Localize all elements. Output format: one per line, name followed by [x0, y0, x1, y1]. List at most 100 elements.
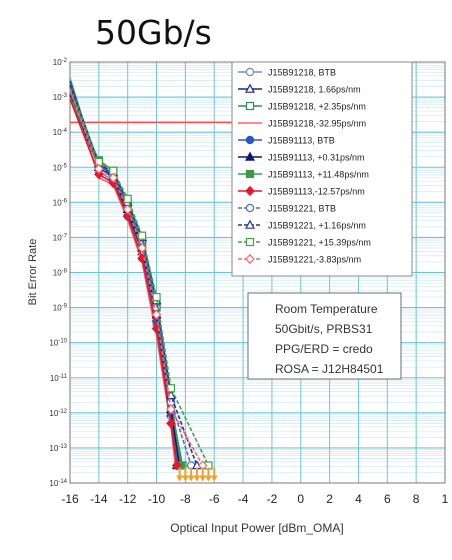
legend-swatch-marker — [245, 135, 255, 145]
series-7 — [69, 98, 182, 471]
legend-swatch-marker — [245, 253, 255, 265]
legend-swatch-marker — [245, 185, 255, 197]
x-tick-label: -12 — [119, 492, 137, 506]
series-layer — [69, 77, 213, 471]
legend-swatch-marker — [245, 169, 255, 179]
legend-swatch-marker — [244, 83, 256, 93]
series-marker — [123, 194, 132, 203]
y-tick-label: 10-11 — [50, 374, 68, 383]
x-axis-ticks: -16 -14 -12 -10 -8 -6 -4 -2 0 2 4 6 8 1 — [61, 492, 448, 506]
legend-swatch-marker — [244, 219, 256, 229]
x-tick-label: -2 — [267, 492, 278, 506]
legend-label: J15B91218, 1.66ps/nm — [268, 85, 361, 95]
y-tick-label: 10-13 — [49, 444, 67, 453]
x-tick-label: -8 — [180, 492, 191, 506]
series-marker — [94, 163, 104, 175]
y-tick-label: 10-5 — [53, 163, 68, 172]
legend-item: J15B91218, +2.35ps/nm — [238, 102, 366, 112]
legend-label: J15B91218,-32.95ps/nm — [268, 119, 366, 129]
series-marker — [166, 404, 176, 415]
x-tick-label: 6 — [384, 492, 391, 506]
series-11 — [69, 89, 208, 471]
error-free-arrow — [210, 467, 218, 482]
series-marker — [108, 172, 119, 183]
y-axis-label: Bit Error Rate — [27, 239, 39, 306]
legend-item: J15B91221, BTB — [238, 204, 336, 214]
y-tick-label: 10-4 — [53, 128, 68, 137]
legend-item: J15B91218,-32.95ps/nm — [238, 119, 366, 129]
y-tick-label: 10-6 — [53, 198, 68, 207]
y-tick-label: 10-8 — [53, 269, 68, 278]
legend-swatch-marker — [245, 101, 255, 111]
series-line — [69, 93, 179, 466]
x-tick-label: 4 — [355, 492, 362, 506]
x-tick-label: 0 — [297, 492, 304, 506]
y-tick-label: 10-10 — [49, 339, 67, 348]
annotation-box: Room Temperature 50Gbit/s, PRBS31 PPG/ER… — [247, 292, 402, 380]
series-marker — [166, 418, 176, 429]
chart-title: 50Gb/s — [95, 13, 212, 52]
legend-swatch-marker — [244, 151, 256, 161]
legend-swatch-marker — [245, 67, 255, 77]
legend-item: J15B91218, BTB — [238, 68, 336, 78]
error-free-arrow — [204, 467, 212, 482]
series-marker — [152, 292, 161, 302]
error-free-arrow — [176, 467, 184, 482]
legend-swatch-marker — [245, 203, 255, 213]
annotation-border — [247, 292, 402, 380]
x-tick-label: -16 — [61, 492, 79, 506]
error-free-arrow — [199, 467, 207, 482]
legend-label: J15B91113,-12.57ps/nm — [268, 187, 365, 197]
y-tick-label: 10-3 — [53, 93, 68, 102]
annotation-line-3: PPG/ERD = credo — [275, 342, 373, 356]
legend-label: J15B91218, +2.35ps/nm — [268, 102, 366, 112]
legend-swatch-marker — [245, 237, 255, 247]
x-tick-label: 2 — [326, 492, 333, 506]
legend-item: J15B91218, 1.66ps/nm — [238, 83, 361, 95]
x-tick-label: -10 — [148, 492, 166, 506]
legend-label: J15B91221,-3.83ps/nm — [268, 255, 361, 265]
legend-label: J15B91221, +1.16ps/nm — [268, 221, 366, 231]
annotation-line-2: 50Gbit/s, PRBS31 — [275, 322, 373, 336]
error-free-arrow — [193, 467, 201, 482]
series-line — [69, 98, 178, 466]
x-axis-label: Optical Input Power [dBm_OMA] — [170, 521, 343, 535]
legend-label: J15B91221, BTB — [268, 204, 336, 214]
x-tick-label: 1 — [442, 492, 449, 506]
y-tick-label: 10-2 — [53, 58, 68, 67]
legend-item: J15B91221,-3.83ps/nm — [238, 253, 361, 265]
legend-item: J15B91221, +15.39ps/nm — [238, 238, 371, 248]
legend: J15B91218, BTB J15B91218, 1.66ps/nm J15B91… — [231, 61, 413, 277]
legend-item: J15B91113, BTB — [238, 136, 335, 146]
legend-label: J15B91113, +0.31ps/nm — [268, 153, 365, 163]
annotation-line-4: ROSA = J12H84501 — [275, 362, 384, 376]
legend-item: J15B91221, +1.16ps/nm — [238, 219, 366, 231]
x-tick-label: -6 — [209, 492, 220, 506]
series-marker — [137, 242, 147, 254]
series-marker — [94, 169, 104, 180]
legend-label: J15B91113, BTB — [268, 136, 335, 146]
x-tick-label: -14 — [90, 492, 108, 506]
error-free-arrows — [176, 467, 218, 482]
legend-item: J15B91113,-12.57ps/nm — [238, 185, 365, 197]
legend-label: J15B91221, +15.39ps/nm — [268, 238, 371, 248]
error-free-arrow — [187, 467, 195, 482]
series-marker — [122, 204, 133, 215]
y-axis-ticks: 10-2 10-3 10-4 10-5 10-6 10-7 10-8 10-9 10-10 10-… — [49, 58, 67, 488]
y-tick-label: 10-9 — [53, 304, 68, 313]
y-tick-label: 10-7 — [53, 233, 68, 242]
annotation-line-1: Room Temperature — [275, 302, 378, 316]
series-marker — [138, 231, 147, 240]
series-line — [69, 96, 182, 466]
legend-label: J15B91113, +11.48ps/nm — [268, 170, 369, 180]
legend-label: J15B91218, BTB — [268, 68, 336, 78]
y-tick-label: 10-12 — [49, 409, 67, 418]
series-marker — [151, 309, 162, 320]
legend-box — [231, 61, 413, 277]
legend-item: J15B91113, +0.31ps/nm — [238, 151, 365, 163]
legend-item: J15B91113, +11.48ps/nm — [238, 170, 369, 180]
x-tick-label: 8 — [413, 492, 420, 506]
y-tick-label: 10-14 — [49, 479, 67, 488]
x-tick-label: -4 — [238, 492, 249, 506]
